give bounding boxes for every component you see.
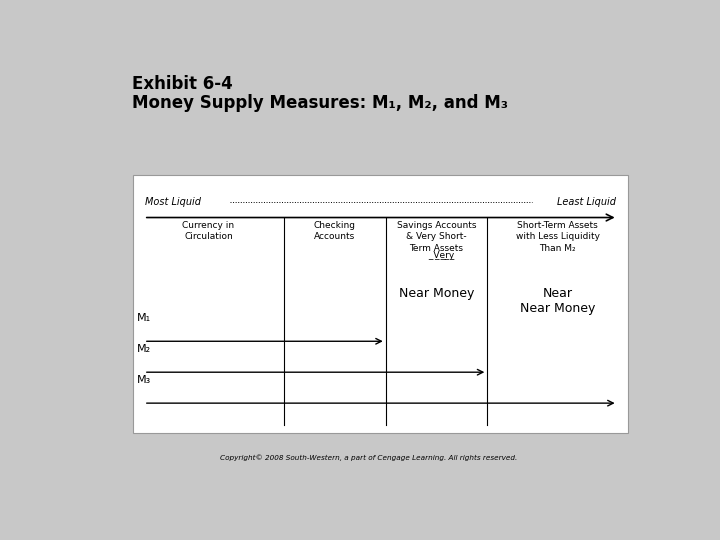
Text: M₃: M₃ [137,375,151,385]
Text: Exhibit 6-4: Exhibit 6-4 [132,75,233,93]
Text: Currency in
Circulation: Currency in Circulation [182,221,235,241]
Text: Checking
Accounts: Checking Accounts [314,221,356,241]
Text: Near Money: Near Money [399,287,474,300]
Text: Most Liquid: Most Liquid [145,197,202,207]
Text: Short-Term Assets
with Less Liquidity
Than M₂: Short-Term Assets with Less Liquidity Th… [516,221,600,253]
Text: Copyright© 2008 South-Western, a part of Cengage Learning. All rights reserved.: Copyright© 2008 South-Western, a part of… [220,454,518,461]
Text: ̲V̲e̲r̲y̲: ̲V̲e̲r̲y̲ [419,251,454,260]
Text: Near
Near Money: Near Near Money [520,287,595,315]
Text: Least Liquid: Least Liquid [557,197,616,207]
Text: M₂: M₂ [137,344,151,354]
Text: M₁: M₁ [137,313,151,323]
Text: Money Supply Measures: M₁, M₂, and M₃: Money Supply Measures: M₁, M₂, and M₃ [132,94,508,112]
Bar [133,175,629,433]
Text: Savings Accounts
& Very Short-
Term Assets: Savings Accounts & Very Short- Term Asse… [397,221,476,253]
